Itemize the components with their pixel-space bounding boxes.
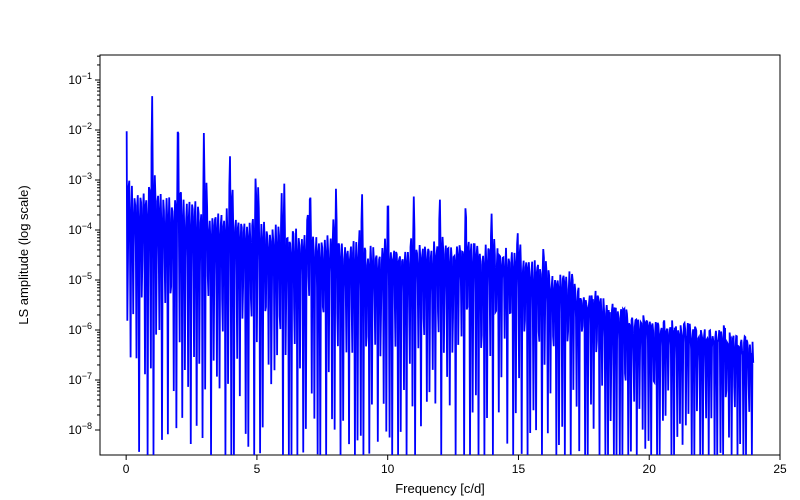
figure: 0510152025 10−810−710−610−510−410−310−21… [0,0,800,500]
spectrum-line [127,96,754,455]
periodogram-plot: 0510152025 10−810−710−610−510−410−310−21… [0,0,800,500]
x-tick-label: 5 [254,462,261,476]
y-tick-label: 10−8 [68,421,92,437]
x-tick-label: 25 [773,462,787,476]
x-tick-label: 20 [643,462,657,476]
x-axis-label: Frequency [c/d] [395,481,485,496]
y-axis-label: LS amplitude (log scale) [16,185,31,324]
x-tick-label: 15 [512,462,526,476]
x-tick-label: 10 [381,462,395,476]
y-tick-label: 10−1 [68,71,92,87]
x-tick-label: 0 [123,462,130,476]
y-axis-ticks: 10−8 10−7 10−6 10−5 10−4 10−3 10−2 10−1 [68,56,100,437]
y-tick-label: 10−3 [68,171,92,187]
data-clip [127,96,754,455]
y-tick-label: 10−4 [68,221,92,237]
y-tick-label: 10−2 [68,121,92,137]
y-tick-label: 10−6 [68,321,92,337]
y-tick-label: 10−7 [68,371,92,387]
y-tick-label: 10−5 [68,271,92,287]
x-axis-ticks: 0 5 10 15 20 25 [123,455,787,476]
